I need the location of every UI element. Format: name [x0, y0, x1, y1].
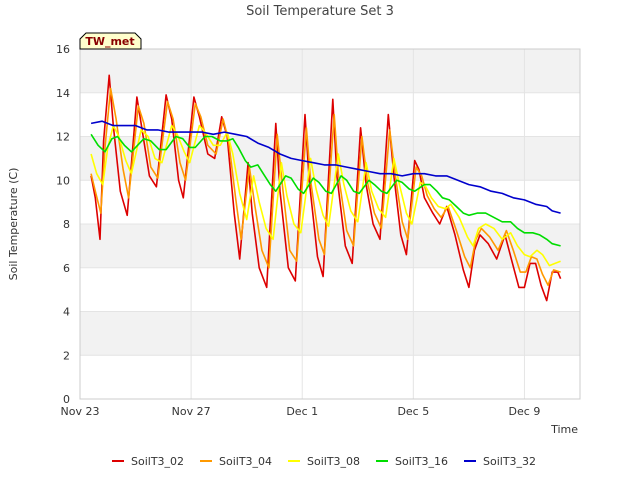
legend: SoilT3_02 SoilT3_04 SoilT3_08 SoilT3_16 Soil… [112, 455, 536, 468]
series-line-soilt3-08 [90, 124, 561, 267]
y-tick-label: 0 [63, 393, 70, 406]
x-tick-label: Dec 1 [286, 405, 318, 418]
y-tick-label: 4 [63, 306, 70, 319]
y-tick-label: 16 [56, 43, 70, 56]
series-line-soilt3-16 [90, 133, 561, 247]
legend-item-soilt3-04: SoilT3_04 [200, 455, 272, 468]
y-tick-label: 2 [63, 349, 70, 362]
plot-band [80, 311, 580, 356]
plot-band [80, 224, 580, 268]
y-axis-label: Soil Temperature (C) [7, 168, 20, 281]
plot-area [79, 48, 581, 400]
x-tick-label: Nov 23 [61, 405, 100, 418]
legend-label: SoilT3_04 [219, 455, 272, 468]
series-group [90, 74, 562, 302]
series-line-soilt3-32 [90, 120, 561, 214]
legend-label: SoilT3_16 [395, 455, 448, 468]
series-line-soilt3-04 [90, 87, 561, 287]
x-axis: Nov 23 Nov 27 Dec 1 Dec 5 Dec 9 [61, 405, 541, 418]
legend-label: SoilT3_08 [307, 455, 360, 468]
plot-bands [80, 49, 580, 356]
legend-label: SoilT3_32 [483, 455, 536, 468]
y-tick-label: 8 [63, 218, 70, 231]
annotation-text: TW_met [85, 35, 134, 48]
annotation-badge: TW_met [79, 32, 142, 50]
y-tick-label: 14 [56, 87, 70, 100]
y-tick-label: 10 [56, 174, 70, 187]
legend-item-soilt3-32: SoilT3_32 [464, 455, 536, 468]
x-tick-label: Dec 9 [509, 405, 541, 418]
chart-title: Soil Temperature Set 3 [246, 4, 394, 19]
y-tick-label: 12 [56, 131, 70, 144]
plot-band [80, 49, 580, 93]
y-tick-label: 6 [63, 262, 70, 275]
x-tick-label: Dec 5 [397, 405, 429, 418]
series-line-soilt3-02 [90, 74, 562, 302]
x-tick-label: Nov 27 [172, 405, 211, 418]
legend-item-soilt3-02: SoilT3_02 [112, 455, 184, 468]
legend-label: SoilT3_02 [131, 455, 184, 468]
legend-item-soilt3-08: SoilT3_08 [288, 455, 360, 468]
y-axis: 0 2 4 6 8 10 12 14 16 [56, 43, 70, 406]
legend-item-soilt3-16: SoilT3_16 [376, 455, 448, 468]
x-axis-label: Time [550, 423, 578, 436]
